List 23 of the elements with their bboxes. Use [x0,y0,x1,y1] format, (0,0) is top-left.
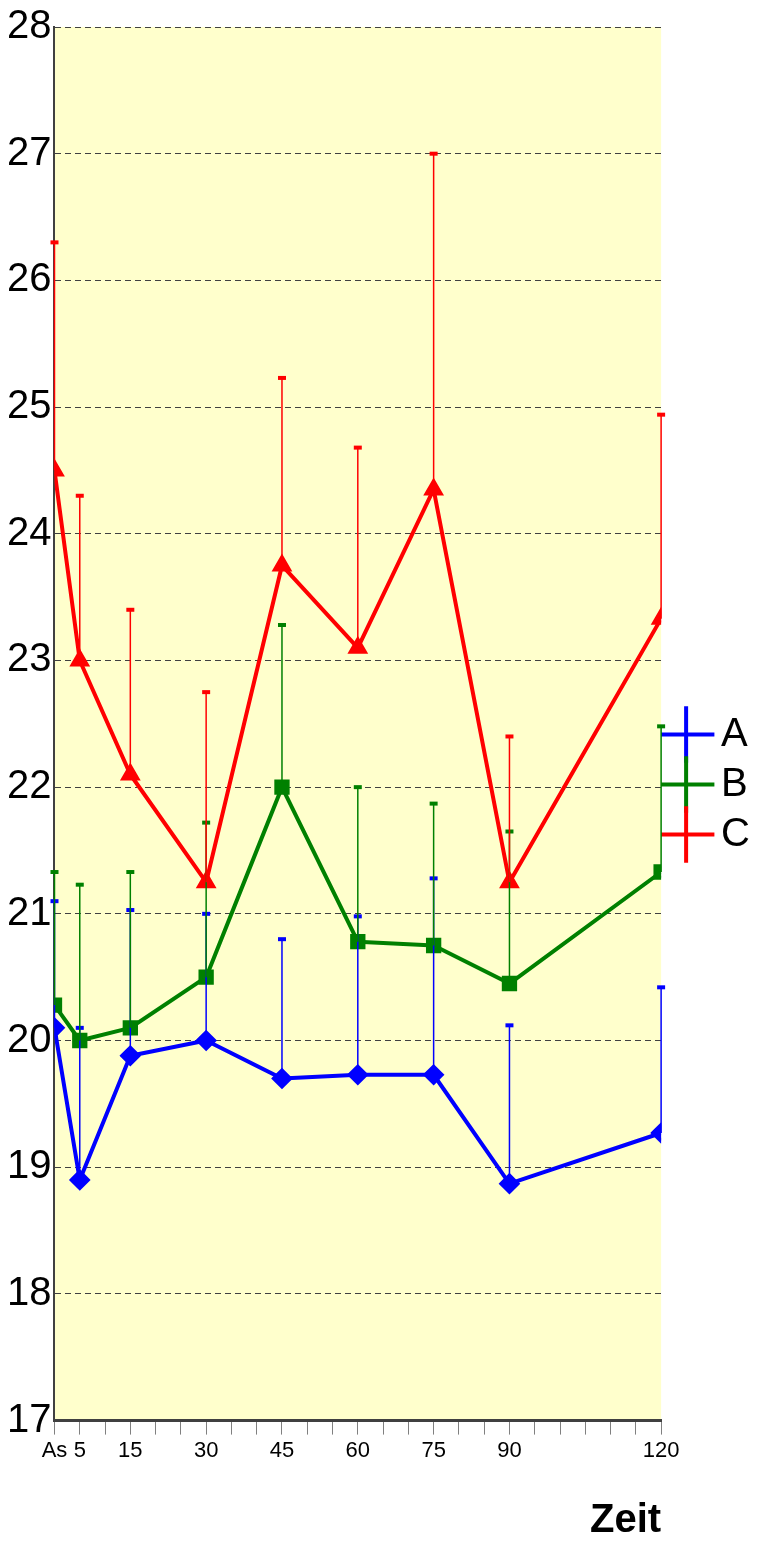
x-axis-title: Zeit [589,1496,662,1541]
y-tick-label: 27 [6,128,52,173]
legend-label: A [721,709,749,754]
y-tick-label: 22 [6,762,52,807]
x-tick-label: 90 [497,1436,522,1462]
y-tick-label: 25 [6,382,52,427]
y-tick-label: 20 [6,1015,52,1060]
x-tick-label: 15 [118,1436,143,1462]
y-tick-label: 23 [6,635,52,680]
y-tick-label: 28 [6,2,52,47]
x-tick-label: 120 [642,1436,680,1462]
y-tick-label: 18 [6,1268,52,1313]
x-tick-label: 75 [421,1436,446,1462]
x-tick-label: 45 [269,1436,295,1462]
x-tick-label: 60 [345,1436,371,1462]
legend-label: B [721,759,748,804]
legend-label: C [721,809,750,854]
x-tick-label: 30 [193,1436,219,1462]
y-tick-label: 19 [6,1142,52,1187]
y-tick-label: 21 [6,888,52,933]
y-tick-label: 26 [6,255,52,300]
y-tick-label: 24 [6,508,52,553]
x-tick-label: 5 [73,1436,86,1462]
